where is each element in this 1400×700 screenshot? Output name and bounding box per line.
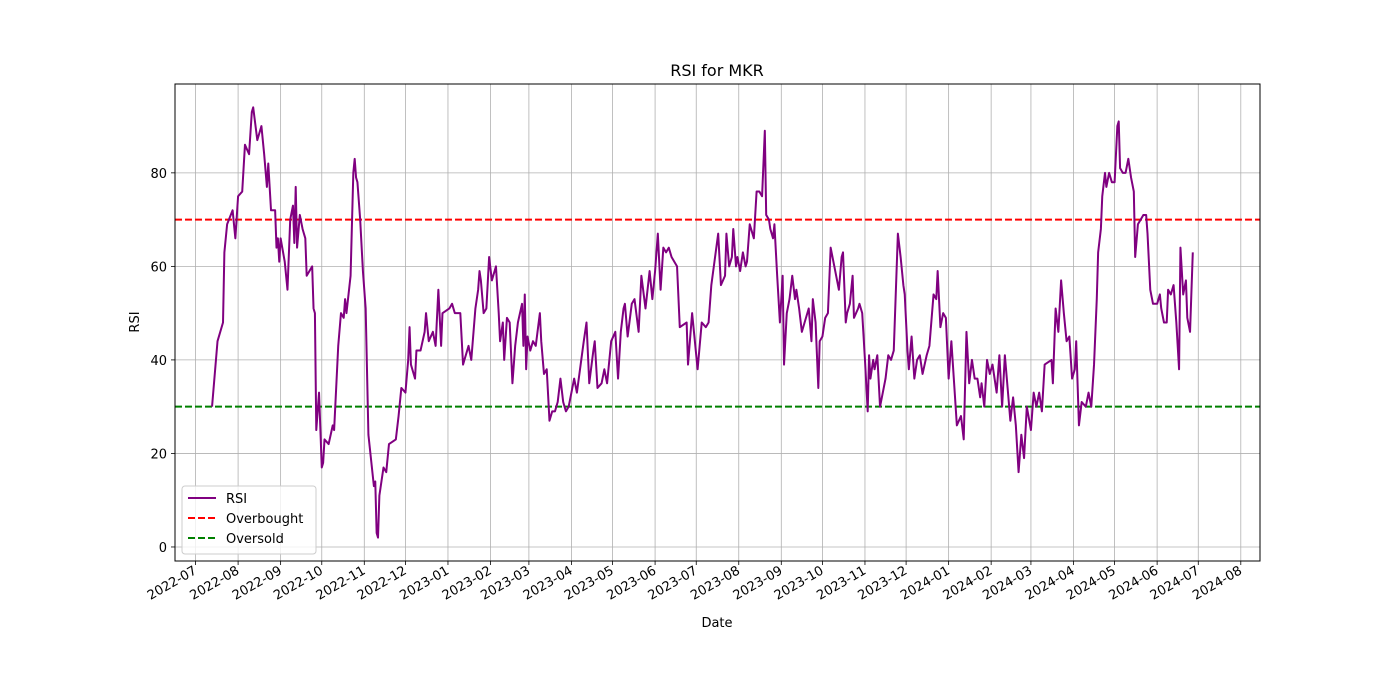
- y-tick-label: 40: [150, 354, 167, 369]
- y-axis-label: RSI: [128, 311, 143, 332]
- grid-lines: [175, 84, 1260, 561]
- legend-box: [181, 485, 317, 555]
- rsi-series-line: [211, 106, 1194, 539]
- plot-series: [211, 106, 1194, 539]
- legend-label: Overbought: [226, 512, 303, 527]
- y-tick-label: 0: [159, 541, 167, 556]
- legend-label: RSI: [226, 492, 247, 507]
- legend: RSI Overbought Oversold: [181, 485, 317, 555]
- plot-frame: [174, 83, 1261, 562]
- chart-title: RSI for MKR: [670, 61, 764, 80]
- y-axis-ticks: 0 20 40 60 80: [150, 167, 175, 556]
- x-axis-label: Date: [701, 616, 732, 631]
- legend-label: Oversold: [226, 532, 284, 547]
- y-tick-label: 80: [150, 167, 167, 182]
- y-tick-label: 60: [150, 260, 167, 275]
- y-tick-label: 20: [150, 447, 167, 462]
